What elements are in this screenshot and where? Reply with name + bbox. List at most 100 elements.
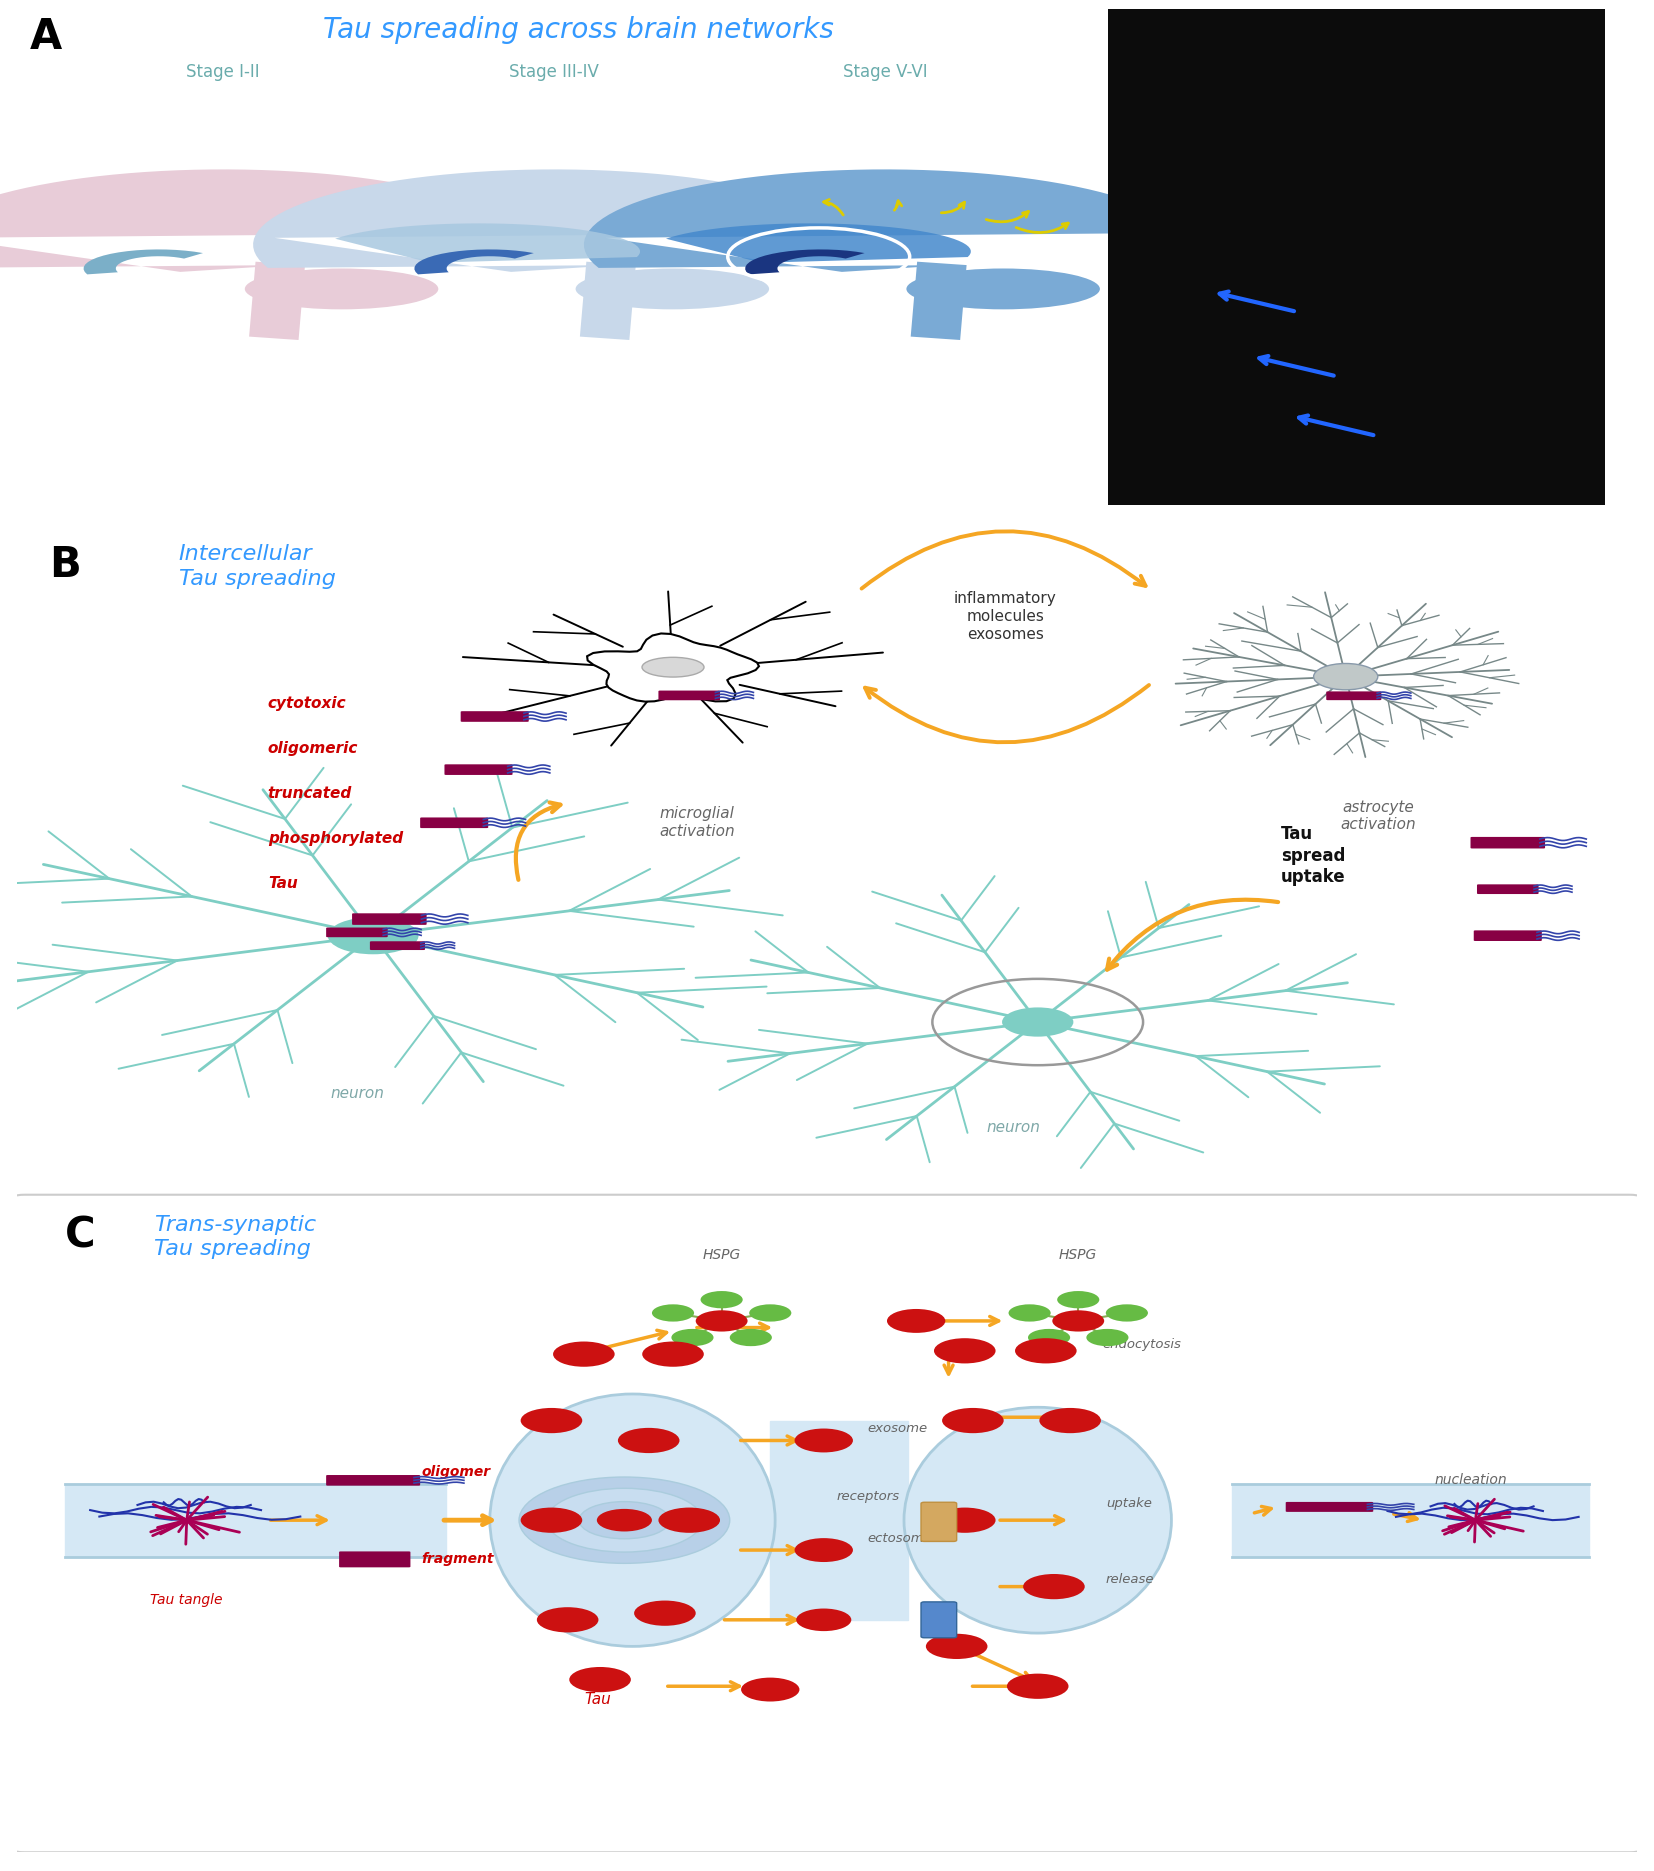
Text: fragment: fragment xyxy=(422,1551,495,1566)
Text: release: release xyxy=(1107,1574,1154,1587)
Text: Tau: Tau xyxy=(268,876,298,891)
Circle shape xyxy=(794,1429,853,1452)
Text: A: A xyxy=(30,15,61,58)
Text: HSPG: HSPG xyxy=(1059,1248,1097,1261)
Text: astrocyte
activation: astrocyte activation xyxy=(1340,799,1416,833)
Polygon shape xyxy=(584,170,1183,271)
Text: phosphorylated: phosphorylated xyxy=(268,831,404,846)
Polygon shape xyxy=(771,1420,908,1620)
Text: neuron: neuron xyxy=(986,1119,1040,1134)
Circle shape xyxy=(1087,1328,1128,1345)
Text: Tau spreading across brain networks: Tau spreading across brain networks xyxy=(324,15,834,43)
Circle shape xyxy=(569,1667,630,1691)
Polygon shape xyxy=(581,262,635,341)
FancyBboxPatch shape xyxy=(326,928,387,937)
Circle shape xyxy=(1002,1007,1073,1037)
Text: ectosome: ectosome xyxy=(867,1532,933,1545)
Text: truncated: truncated xyxy=(268,786,352,801)
Text: Tau: Tau xyxy=(584,1691,610,1706)
FancyBboxPatch shape xyxy=(658,690,719,700)
Circle shape xyxy=(943,1409,1004,1433)
Circle shape xyxy=(327,917,418,954)
FancyBboxPatch shape xyxy=(1477,885,1538,894)
Circle shape xyxy=(1039,1409,1102,1433)
Polygon shape xyxy=(250,262,304,341)
Text: Tau tangle: Tau tangle xyxy=(151,1594,223,1607)
Circle shape xyxy=(741,1678,799,1701)
FancyBboxPatch shape xyxy=(8,1196,1646,1852)
Polygon shape xyxy=(84,249,203,275)
Circle shape xyxy=(926,1633,987,1660)
Polygon shape xyxy=(253,170,852,271)
Text: cytotoxic: cytotoxic xyxy=(268,696,346,711)
Text: neuron: neuron xyxy=(331,1087,384,1102)
FancyBboxPatch shape xyxy=(1285,1502,1373,1512)
Ellipse shape xyxy=(245,269,438,309)
FancyBboxPatch shape xyxy=(1470,836,1545,848)
Circle shape xyxy=(552,1342,615,1366)
Circle shape xyxy=(1007,1675,1068,1699)
Circle shape xyxy=(1052,1310,1105,1332)
Text: Stage III-IV: Stage III-IV xyxy=(509,64,599,80)
Circle shape xyxy=(538,1607,599,1632)
Polygon shape xyxy=(336,223,640,262)
FancyBboxPatch shape xyxy=(461,711,529,722)
Text: endocytosis: endocytosis xyxy=(1103,1338,1181,1351)
Circle shape xyxy=(749,1304,791,1321)
FancyBboxPatch shape xyxy=(1327,692,1381,700)
Polygon shape xyxy=(911,262,966,341)
Circle shape xyxy=(696,1310,748,1332)
Circle shape xyxy=(935,1338,996,1364)
Ellipse shape xyxy=(642,657,705,677)
Circle shape xyxy=(1057,1291,1100,1308)
Ellipse shape xyxy=(490,1394,776,1646)
FancyBboxPatch shape xyxy=(1474,930,1542,941)
Text: nucleation: nucleation xyxy=(1434,1472,1507,1487)
Circle shape xyxy=(887,1310,946,1332)
Ellipse shape xyxy=(905,1407,1171,1633)
FancyBboxPatch shape xyxy=(921,1602,956,1637)
Text: Tau
spread
uptake: Tau spread uptake xyxy=(1280,825,1345,887)
Circle shape xyxy=(546,1487,703,1553)
Ellipse shape xyxy=(906,269,1100,309)
FancyBboxPatch shape xyxy=(921,1502,956,1542)
FancyBboxPatch shape xyxy=(420,818,488,829)
Text: inflammatory
molecules
exosomes: inflammatory molecules exosomes xyxy=(954,591,1057,642)
Circle shape xyxy=(729,1328,772,1345)
Text: C: C xyxy=(65,1214,96,1257)
Text: microglial
activation: microglial activation xyxy=(660,806,734,838)
FancyBboxPatch shape xyxy=(445,765,513,775)
Circle shape xyxy=(642,1342,705,1366)
Text: Trans-synaptic
Tau spreading: Trans-synaptic Tau spreading xyxy=(154,1214,316,1259)
FancyBboxPatch shape xyxy=(370,941,425,950)
Polygon shape xyxy=(667,223,971,262)
Polygon shape xyxy=(587,634,759,702)
Circle shape xyxy=(521,1409,582,1433)
Text: HSPG: HSPG xyxy=(703,1248,741,1261)
FancyBboxPatch shape xyxy=(326,1474,420,1486)
Ellipse shape xyxy=(576,269,769,309)
Text: exosome: exosome xyxy=(867,1422,928,1435)
FancyBboxPatch shape xyxy=(339,1551,410,1568)
Circle shape xyxy=(1107,1304,1148,1321)
Text: Intercellular
Tau spreading: Intercellular Tau spreading xyxy=(179,544,336,589)
Circle shape xyxy=(935,1508,996,1532)
Circle shape xyxy=(619,1428,680,1454)
Text: Tau NFTs: Tau NFTs xyxy=(1378,15,1500,43)
Circle shape xyxy=(521,1508,582,1532)
Text: oligomeric: oligomeric xyxy=(268,741,359,756)
Circle shape xyxy=(597,1508,652,1532)
Text: Stage I-II: Stage I-II xyxy=(187,64,260,80)
Circle shape xyxy=(1024,1574,1085,1600)
Circle shape xyxy=(1029,1328,1070,1345)
FancyBboxPatch shape xyxy=(352,913,427,924)
Text: oligomer: oligomer xyxy=(422,1465,491,1480)
Polygon shape xyxy=(0,170,521,271)
Text: Stage V-VI: Stage V-VI xyxy=(842,64,928,80)
Text: uptake: uptake xyxy=(1107,1497,1151,1510)
Polygon shape xyxy=(415,249,534,275)
Circle shape xyxy=(1313,664,1378,690)
Text: receptors: receptors xyxy=(837,1491,900,1504)
Circle shape xyxy=(1016,1338,1077,1364)
Circle shape xyxy=(794,1538,853,1562)
